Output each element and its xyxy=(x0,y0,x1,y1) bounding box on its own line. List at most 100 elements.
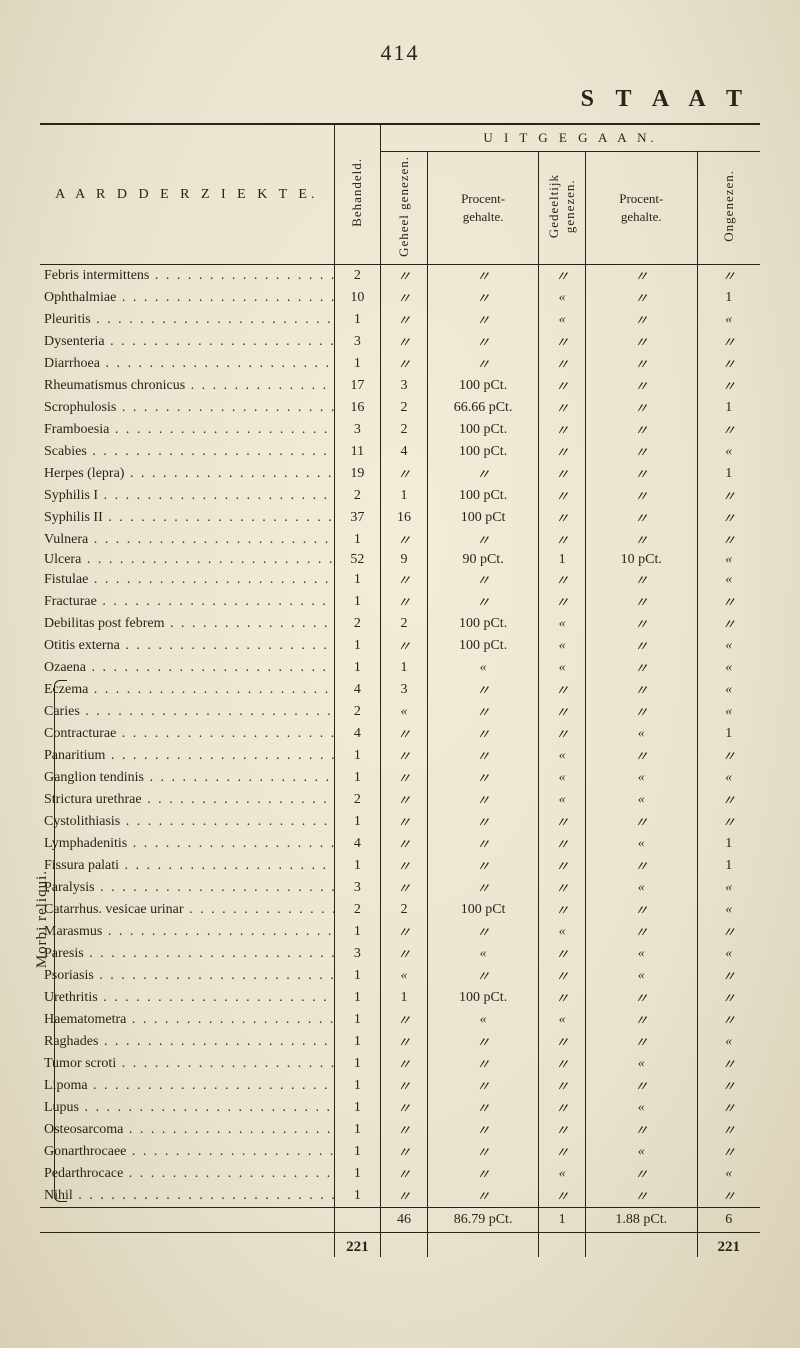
cell-beh: 16 xyxy=(334,397,381,419)
cell-pg2: « xyxy=(586,1053,698,1075)
cell-pg2: 〃 xyxy=(586,987,698,1009)
cell-pg1: 〃 xyxy=(427,1141,539,1163)
cell-ged: 〃 xyxy=(539,353,586,375)
cell-pg1: 〃 xyxy=(427,591,539,613)
cell-ong: 〃 xyxy=(697,965,760,987)
table-row: Paresis3〃«〃«« xyxy=(40,943,760,965)
col-geheel-genezen-header: Geheel genezen. xyxy=(396,156,412,257)
cell-gg: 1 xyxy=(381,987,428,1009)
cell-pg2: « xyxy=(586,943,698,965)
cell-gg: 9 xyxy=(381,551,428,569)
table-row: Nihil1〃〃〃〃〃 xyxy=(40,1185,760,1208)
cell-pg2: 〃 xyxy=(586,463,698,485)
cell-pg1: 100 pCt. xyxy=(427,375,539,397)
disease-name: Urethritis xyxy=(40,987,334,1009)
cell-ged: 〃 xyxy=(539,331,586,353)
table-row: Marasmus1〃〃«〃〃 xyxy=(40,921,760,943)
cell-ged: 〃 xyxy=(539,679,586,701)
cell-beh: 1 xyxy=(334,1031,381,1053)
cell-pg1: 〃 xyxy=(427,679,539,701)
cell-beh: 1 xyxy=(334,1119,381,1141)
cell-ong: 〃 xyxy=(697,1075,760,1097)
cell-gg: 〃 xyxy=(381,353,428,375)
disease-name: Marasmus xyxy=(40,921,334,943)
cell-ged: 〃 xyxy=(539,375,586,397)
table-row: Fissura palati1〃〃〃〃1 xyxy=(40,855,760,877)
cell-beh: 52 xyxy=(334,551,381,569)
cell-gg: 〃 xyxy=(381,1141,428,1163)
cell-ong: « xyxy=(697,701,760,723)
cell-gg: 〃 xyxy=(381,1009,428,1031)
cell-gg: 〃 xyxy=(381,265,428,288)
cell-ged: 〃 xyxy=(539,485,586,507)
table-row: Catarrhus. vesicae urinar22100 pCt〃〃« xyxy=(40,899,760,921)
cell-ong: 〃 xyxy=(697,613,760,635)
col-procent2b-header: gehalte. xyxy=(621,209,662,224)
disease-name: Debilitas post febrem xyxy=(40,613,334,635)
cell-ong: « xyxy=(697,635,760,657)
cell-beh: 4 xyxy=(334,833,381,855)
disease-name: Rheumatismus chronicus xyxy=(40,375,334,397)
col-procent1a-header: Procent- xyxy=(461,191,505,206)
cell-pg2: 〃 xyxy=(586,331,698,353)
cell-beh: 1 xyxy=(334,569,381,591)
cell-ong: 〃 xyxy=(697,1009,760,1031)
cell-ong: 1 xyxy=(697,287,760,309)
cell-ong: 〃 xyxy=(697,1053,760,1075)
cell-ong: « xyxy=(697,657,760,679)
cell-gg: 〃 xyxy=(381,855,428,877)
cell-gg: 2 xyxy=(381,899,428,921)
cell-pg1: 100 pCt. xyxy=(427,485,539,507)
disease-name: Lupus xyxy=(40,1097,334,1119)
cell-pg1: 〃 xyxy=(427,811,539,833)
table-row: Caries2«〃〃〃« xyxy=(40,701,760,723)
cell-pg1: 〃 xyxy=(427,855,539,877)
cell-ged: 〃 xyxy=(539,397,586,419)
cell-ong: 〃 xyxy=(697,921,760,943)
disease-name: Psoriasis xyxy=(40,965,334,987)
cell-beh: 2 xyxy=(334,701,381,723)
disease-name: Ozaena xyxy=(40,657,334,679)
cell-ong: 〃 xyxy=(697,1119,760,1141)
cell-ged: « xyxy=(539,1009,586,1031)
disease-name: Raghades xyxy=(40,1031,334,1053)
cell-pg2: 〃 xyxy=(586,441,698,463)
cell-pg1: 〃 xyxy=(427,1031,539,1053)
cell-ged: 〃 xyxy=(539,1141,586,1163)
cell-beh: 1 xyxy=(334,767,381,789)
cell-ged: « xyxy=(539,1163,586,1185)
cell-beh: 2 xyxy=(334,613,381,635)
cell-pg2: 〃 xyxy=(586,679,698,701)
cell-ong: « xyxy=(697,1031,760,1053)
disease-name: Catarrhus. vesicae urinar xyxy=(40,899,334,921)
cell-beh: 10 xyxy=(334,287,381,309)
cell-pg2: 〃 xyxy=(586,353,698,375)
col-uitgegaan-header: U I T G E G A A N. xyxy=(381,125,760,152)
cell-pg2: 〃 xyxy=(586,529,698,551)
disease-name: Fissura palati xyxy=(40,855,334,877)
cell-pg2: 〃 xyxy=(586,701,698,723)
cell-pg2: 10 pCt. xyxy=(586,551,698,569)
cell-ong: « xyxy=(697,943,760,965)
cell-gg: 〃 xyxy=(381,767,428,789)
cell-pg1: 〃 xyxy=(427,569,539,591)
cell-beh: 1 xyxy=(334,855,381,877)
cell-ong: 〃 xyxy=(697,419,760,441)
table-row: Tumor scroti1〃〃〃«〃 xyxy=(40,1053,760,1075)
cell-gg: 〃 xyxy=(381,723,428,745)
cell-beh: 1 xyxy=(334,1163,381,1185)
cell-ged: 〃 xyxy=(539,1119,586,1141)
cell-ged: 〃 xyxy=(539,569,586,591)
disease-name: Ulcera xyxy=(40,551,334,569)
disease-name: Ophthalmiae xyxy=(40,287,334,309)
table-row: Lipoma1〃〃〃〃〃 xyxy=(40,1075,760,1097)
cell-pg1: « xyxy=(427,657,539,679)
cell-beh: 1 xyxy=(334,1141,381,1163)
cell-ged: 〃 xyxy=(539,877,586,899)
cell-pg1: 〃 xyxy=(427,529,539,551)
total-pg1: 86.79 pCt. xyxy=(427,1208,539,1233)
cell-gg: 〃 xyxy=(381,287,428,309)
table-row: Strictura urethrae2〃〃««〃 xyxy=(40,789,760,811)
cell-ged: « xyxy=(539,921,586,943)
cell-pg2: 〃 xyxy=(586,745,698,767)
